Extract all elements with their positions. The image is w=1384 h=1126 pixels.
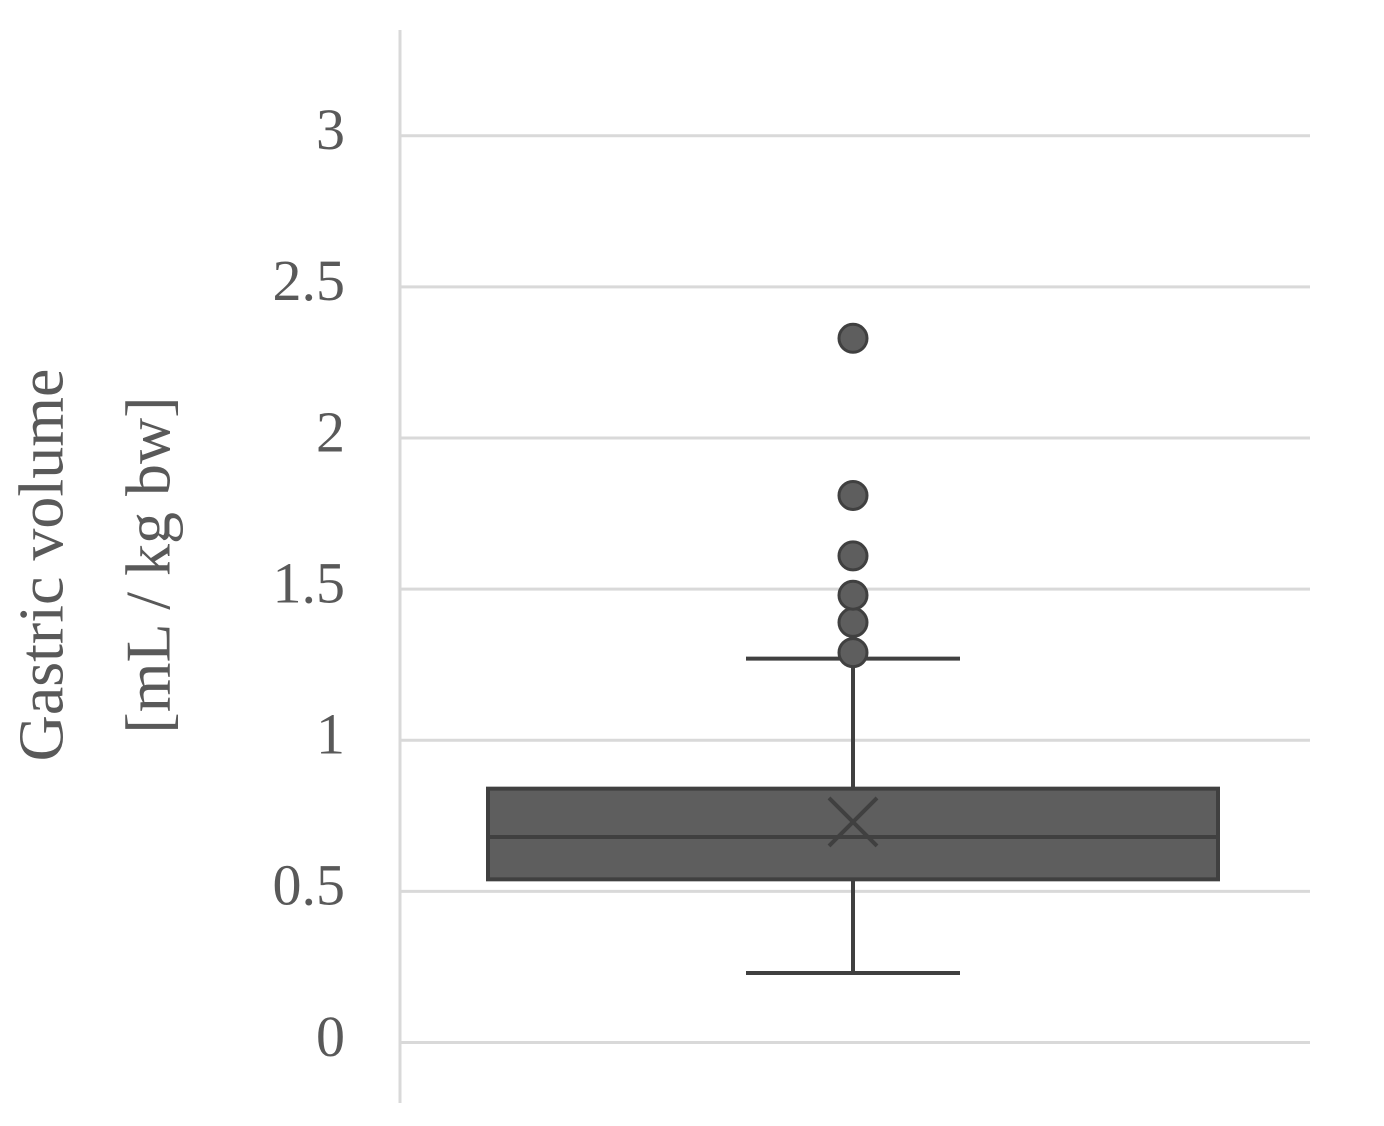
y-tick-label: 2 — [316, 399, 345, 464]
y-label-group: [mL / kg bw] — [113, 396, 184, 733]
y-label-group: Gastric volume — [6, 369, 77, 762]
outlier — [837, 479, 869, 511]
y-tick-label: 0 — [316, 1004, 345, 1069]
y-tick-label: 1 — [316, 702, 345, 767]
y-label: [mL / kg bw] — [113, 396, 184, 733]
outlier — [837, 579, 869, 611]
outlier — [837, 322, 869, 354]
outlier — [837, 540, 869, 572]
box — [486, 786, 1220, 882]
outlier — [837, 637, 869, 669]
mean-marker — [827, 796, 879, 848]
y-tick-label: 1.5 — [273, 550, 346, 615]
y-tick-label: 3 — [316, 97, 345, 162]
y-tick-label: 2.5 — [273, 248, 346, 313]
y-tick-label: 0.5 — [273, 853, 346, 918]
y-label: Gastric volume — [6, 369, 77, 762]
outlier — [837, 606, 869, 638]
